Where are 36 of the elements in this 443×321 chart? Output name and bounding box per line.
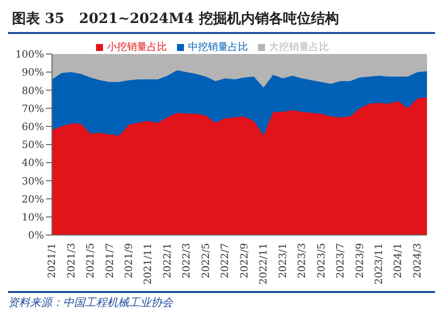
y-tick-label: 20% xyxy=(22,194,44,206)
y-tick-label: 100% xyxy=(15,50,44,61)
x-tick-label: 2021/1 xyxy=(47,243,58,278)
y-tick-label: 30% xyxy=(22,176,44,188)
y-tick-label: 90% xyxy=(22,68,44,79)
y-tick-label: 40% xyxy=(22,158,44,170)
x-tick-label: 2023/5 xyxy=(316,243,328,278)
legend-label: 中挖销量占比 xyxy=(188,42,248,53)
x-tick-label: 2021/7 xyxy=(104,243,116,278)
chart-title: 图表 35 2021~2024M4 挖掘机内销各吨位结构 xyxy=(11,10,340,29)
legend-label: 小挖销量占比 xyxy=(107,42,167,53)
y-tick-label: 60% xyxy=(22,122,44,133)
x-tick-label: 2021/9 xyxy=(124,243,136,278)
y-tick-label: 80% xyxy=(22,86,44,97)
x-tick-label: 2024/3 xyxy=(412,243,424,278)
x-tick-label: 2021/3 xyxy=(66,243,78,278)
y-tick-label: 0% xyxy=(28,230,44,242)
x-tick-label: 2023/11 xyxy=(374,243,386,285)
y-tick-label: 70% xyxy=(22,104,44,115)
x-tick-label: 2022/1 xyxy=(162,243,174,278)
x-tick-label: 2024/1 xyxy=(393,243,404,278)
x-tick-label: 2023/7 xyxy=(336,243,347,278)
y-tick-label: 50% xyxy=(22,140,44,152)
text: 资料来源：中国工程机械工业协会 xyxy=(8,295,174,310)
x-tick-label: 2021/5 xyxy=(86,243,97,278)
legend-label: 大挖销量占比 xyxy=(269,42,329,53)
x-tick-label: 2022/3 xyxy=(182,243,193,278)
x-tick-label: 2022/9 xyxy=(239,243,250,278)
x-tick-label: 2022/11 xyxy=(258,243,270,285)
x-tick-label: 2022/5 xyxy=(200,243,212,278)
x-tick-label: 2021/11 xyxy=(143,243,154,285)
x-tick-label: 2023/3 xyxy=(297,243,308,278)
x-tick-label: 2023/1 xyxy=(278,243,289,278)
x-tick-label: 2022/7 xyxy=(220,243,232,278)
x-tick-label: 2023/9 xyxy=(354,243,366,278)
y-tick-label: 10% xyxy=(22,212,44,224)
